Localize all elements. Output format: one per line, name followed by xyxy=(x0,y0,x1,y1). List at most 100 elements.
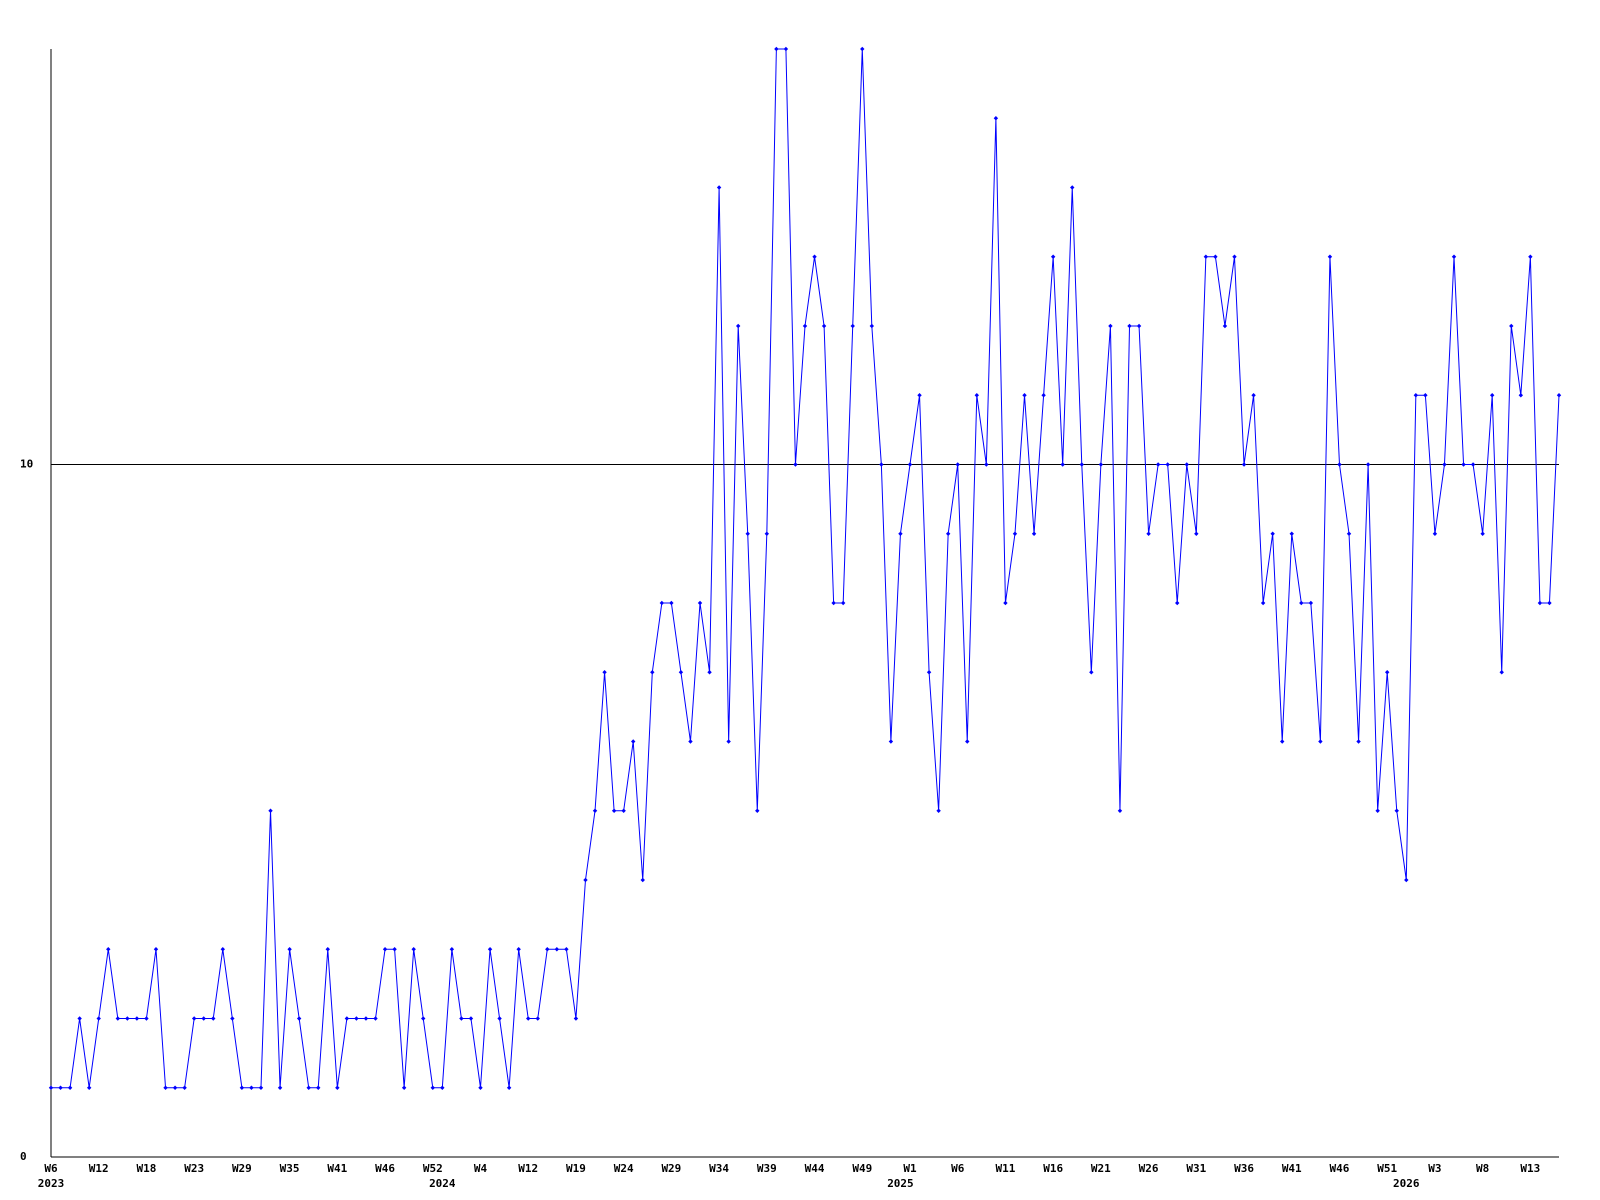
data-point xyxy=(1194,531,1199,536)
data-point xyxy=(1432,531,1438,536)
data-point xyxy=(1385,670,1390,675)
data-point xyxy=(1556,393,1562,398)
data-point xyxy=(1337,462,1342,467)
data-point xyxy=(1108,323,1113,329)
x-tick-label: W35 xyxy=(280,1162,300,1175)
data-point xyxy=(659,600,665,606)
data-point xyxy=(382,947,388,952)
data-point xyxy=(1012,531,1018,536)
data-point xyxy=(1070,185,1075,190)
x-tick-label: W12 xyxy=(89,1162,109,1175)
data-point xyxy=(478,1085,483,1090)
year-label: 2025 xyxy=(887,1177,914,1190)
data-point xyxy=(163,1085,168,1090)
data-point xyxy=(860,46,865,52)
data-point xyxy=(1413,393,1419,398)
data-point xyxy=(1022,393,1027,398)
data-point xyxy=(258,1085,264,1090)
data-point xyxy=(115,1016,121,1021)
data-point xyxy=(1480,531,1485,536)
data-point xyxy=(821,323,827,329)
data-point xyxy=(535,1016,540,1021)
data-point xyxy=(1041,393,1046,398)
data-point xyxy=(306,1085,311,1090)
data-point xyxy=(468,1016,474,1021)
data-point xyxy=(277,1085,283,1090)
data-point xyxy=(583,877,588,883)
data-point xyxy=(144,1016,149,1021)
data-point xyxy=(726,739,731,744)
data-point xyxy=(1117,808,1123,813)
data-point xyxy=(1241,462,1247,467)
data-point xyxy=(1489,393,1495,398)
x-tick-label: W24 xyxy=(614,1162,634,1175)
x-tick-label: W8 xyxy=(1476,1162,1489,1175)
data-point xyxy=(650,670,655,675)
data-point xyxy=(640,877,645,883)
data-point xyxy=(86,1085,92,1090)
data-point xyxy=(831,600,836,606)
data-point xyxy=(1509,323,1514,329)
data-point xyxy=(869,323,875,329)
data-point xyxy=(1470,462,1476,467)
x-tick-label: W41 xyxy=(1282,1162,1302,1175)
data-point xyxy=(1280,739,1285,744)
data-point xyxy=(1136,323,1142,329)
x-tick-label: W41 xyxy=(327,1162,347,1175)
x-tick-label: W3 xyxy=(1428,1162,1441,1175)
data-point xyxy=(497,1016,502,1021)
data-point xyxy=(850,323,855,329)
x-tick-label: W34 xyxy=(709,1162,729,1175)
data-point xyxy=(459,1016,464,1021)
data-point xyxy=(1031,531,1037,536)
data-point xyxy=(354,1016,359,1021)
data-point xyxy=(125,1016,130,1021)
x-tick-label: W4 xyxy=(474,1162,488,1175)
data-point xyxy=(1346,531,1352,536)
data-point xyxy=(1213,254,1218,259)
data-point xyxy=(564,947,569,952)
data-point xyxy=(296,1016,302,1021)
data-point xyxy=(182,1085,187,1090)
x-tick-label: W12 xyxy=(518,1162,538,1175)
x-tick-label: W21 xyxy=(1091,1162,1111,1175)
data-point xyxy=(268,808,273,813)
data-point xyxy=(621,808,626,813)
data-point xyxy=(688,739,693,744)
data-point xyxy=(631,739,636,744)
data-point xyxy=(879,462,884,467)
data-point xyxy=(392,947,397,952)
data-point xyxy=(1155,462,1161,467)
data-point xyxy=(955,462,960,467)
data-point xyxy=(669,600,674,606)
data-point xyxy=(1050,254,1056,259)
x-tick-label: W44 xyxy=(805,1162,825,1175)
x-tick-label: W1 xyxy=(903,1162,917,1175)
data-point xyxy=(1203,254,1209,259)
data-point xyxy=(1260,600,1266,606)
data-point xyxy=(745,531,750,536)
x-tick-label: W6 xyxy=(951,1162,965,1175)
data-point xyxy=(898,531,903,536)
data-point xyxy=(220,947,225,952)
data-point xyxy=(1184,462,1189,467)
data-point xyxy=(449,947,455,952)
data-point xyxy=(1537,600,1543,606)
data-point xyxy=(755,808,760,813)
data-point xyxy=(1146,531,1151,536)
data-point xyxy=(1175,600,1180,606)
data-point xyxy=(764,531,770,536)
data-point xyxy=(230,1016,235,1021)
data-point xyxy=(1289,531,1294,536)
data-point xyxy=(1547,600,1552,606)
data-point xyxy=(153,947,159,952)
data-point xyxy=(401,1085,407,1090)
x-tick-label: W18 xyxy=(137,1162,157,1175)
data-point xyxy=(602,670,607,675)
x-tick-label: W31 xyxy=(1186,1162,1206,1175)
data-point xyxy=(1356,739,1361,744)
data-point xyxy=(716,185,722,190)
data-point xyxy=(1232,254,1237,259)
data-point xyxy=(1461,462,1466,467)
year-label: 2026 xyxy=(1393,1177,1420,1190)
